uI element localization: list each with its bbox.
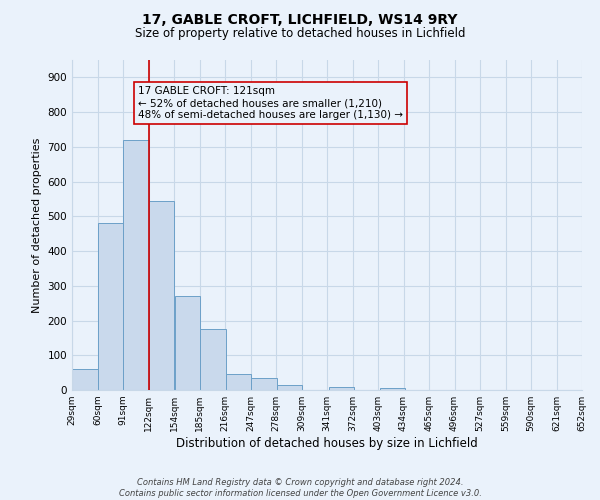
- Bar: [251, 378, 277, 390]
- Text: 17 GABLE CROFT: 121sqm
← 52% of detached houses are smaller (1,210)
48% of semi-: 17 GABLE CROFT: 121sqm ← 52% of detached…: [139, 86, 403, 120]
- Bar: [123, 140, 149, 390]
- Y-axis label: Number of detached properties: Number of detached properties: [32, 138, 42, 312]
- Bar: [97, 224, 123, 390]
- Bar: [175, 296, 200, 390]
- Text: 17, GABLE CROFT, LICHFIELD, WS14 9RY: 17, GABLE CROFT, LICHFIELD, WS14 9RY: [142, 12, 458, 26]
- Bar: [380, 388, 405, 390]
- Bar: [277, 385, 302, 390]
- Bar: [200, 329, 226, 390]
- X-axis label: Distribution of detached houses by size in Lichfield: Distribution of detached houses by size …: [176, 437, 478, 450]
- Bar: [72, 369, 97, 390]
- Bar: [329, 387, 354, 390]
- Text: Contains HM Land Registry data © Crown copyright and database right 2024.
Contai: Contains HM Land Registry data © Crown c…: [119, 478, 481, 498]
- Text: Size of property relative to detached houses in Lichfield: Size of property relative to detached ho…: [135, 28, 465, 40]
- Bar: [226, 374, 251, 390]
- Bar: [149, 200, 174, 390]
